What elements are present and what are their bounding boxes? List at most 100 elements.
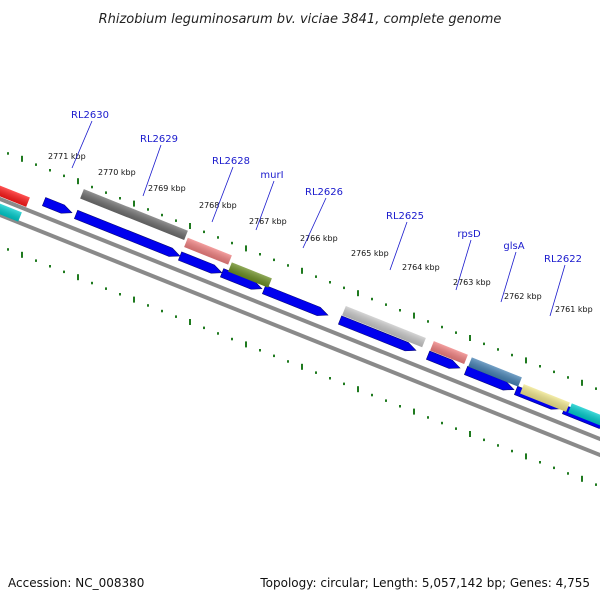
minor-tick	[231, 241, 233, 245]
cog-block	[0, 182, 30, 207]
cog-block	[568, 403, 600, 429]
backbone-line	[0, 212, 600, 458]
gene-label: RL2626	[305, 187, 343, 198]
minor-tick	[455, 427, 457, 430]
minor-tick	[203, 326, 205, 330]
gene-leader-line	[455, 239, 472, 291]
scale-label: 2762 kbp	[504, 292, 542, 301]
cds-arrow	[262, 285, 329, 316]
minor-tick	[63, 270, 65, 274]
minor-tick	[343, 286, 345, 290]
gene-label: RL2625	[386, 211, 424, 222]
minor-tick	[175, 315, 177, 318]
minor-tick	[203, 230, 205, 234]
minor-tick	[567, 472, 569, 475]
gene-label: RL2629	[140, 134, 178, 145]
minor-tick	[385, 303, 387, 306]
cog-block	[520, 384, 570, 412]
scale-label: 2767 kbp	[249, 217, 287, 226]
accession-label: Accession: NC_008380	[8, 576, 144, 590]
gene-label: rpsD	[457, 229, 481, 240]
minor-tick	[161, 309, 163, 313]
minor-tick	[119, 197, 121, 200]
minor-tick	[287, 264, 289, 267]
minor-tick	[315, 275, 317, 278]
cog-block	[430, 341, 468, 365]
minor-tick	[595, 387, 597, 390]
minor-tick	[273, 354, 275, 358]
map-title: Rhizobium leguminosarum bv. viciae 3841,…	[99, 12, 502, 27]
cog-block	[342, 305, 426, 348]
minor-tick	[595, 483, 597, 486]
cds-arrow	[74, 209, 181, 257]
scale-label: 2770 kbp	[98, 168, 136, 177]
minor-tick	[147, 304, 149, 307]
minor-tick	[91, 281, 93, 285]
minor-tick	[385, 399, 387, 402]
minor-tick	[553, 370, 555, 374]
minor-tick	[511, 449, 513, 453]
minor-tick	[539, 461, 541, 464]
cds-arrow	[178, 251, 223, 274]
minor-tick	[63, 174, 65, 178]
minor-tick	[273, 258, 275, 262]
minor-tick	[259, 349, 261, 352]
minor-tick	[399, 405, 401, 408]
minor-tick	[329, 377, 331, 380]
gene-label: RL2630	[71, 110, 109, 121]
minor-tick	[329, 281, 331, 284]
minor-tick	[371, 297, 373, 301]
minor-tick	[497, 444, 499, 447]
gene-leader-line	[302, 197, 327, 249]
minor-tick	[105, 191, 107, 194]
minor-tick	[567, 376, 569, 379]
gene-leader-line	[549, 264, 566, 317]
gene-label: murI	[260, 170, 283, 181]
gene-leader-line	[389, 221, 408, 271]
backbone-line	[0, 196, 600, 442]
minor-tick	[399, 309, 401, 312]
minor-tick	[147, 208, 149, 211]
scale-label: 2768 kbp	[199, 201, 237, 210]
scale-label: 2771 kbp	[48, 152, 86, 161]
minor-tick	[427, 320, 429, 323]
scale-label: 2766 kbp	[300, 234, 338, 243]
gene-leader-line	[142, 144, 162, 197]
gene-leader-line	[255, 180, 275, 231]
gene-leader-line	[500, 251, 517, 303]
minor-tick	[91, 185, 93, 189]
cog-block	[80, 189, 188, 241]
minor-tick	[553, 466, 555, 470]
minor-tick	[511, 353, 513, 357]
gene-label: glsA	[503, 241, 524, 252]
minor-tick	[231, 337, 233, 341]
minor-tick	[441, 325, 443, 329]
minor-tick	[105, 287, 107, 290]
minor-tick	[49, 169, 51, 172]
minor-tick	[343, 382, 345, 386]
minor-tick	[35, 259, 37, 262]
gene-label: RL2622	[544, 254, 582, 265]
scale-label: 2765 kbp	[351, 249, 389, 258]
gene-leader-line	[211, 166, 234, 223]
ring-layer	[0, 196, 600, 458]
cog-block	[228, 262, 272, 288]
minor-tick	[371, 393, 373, 397]
minor-tick	[259, 253, 261, 256]
minor-tick	[539, 365, 541, 368]
minor-tick	[7, 248, 9, 251]
minor-tick	[175, 219, 177, 222]
scale-label: 2763 kbp	[453, 278, 491, 287]
minor-tick	[427, 416, 429, 419]
minor-tick	[483, 342, 485, 346]
minor-tick	[217, 236, 219, 239]
minor-tick	[455, 331, 457, 334]
cds-arrow	[42, 197, 73, 214]
scale-label: 2761 kbp	[555, 305, 593, 314]
minor-tick	[161, 213, 163, 217]
scale-label: 2769 kbp	[148, 184, 186, 193]
minor-tick	[35, 163, 37, 166]
cds-arrow	[338, 315, 417, 352]
scale-label: 2764 kbp	[402, 263, 440, 272]
